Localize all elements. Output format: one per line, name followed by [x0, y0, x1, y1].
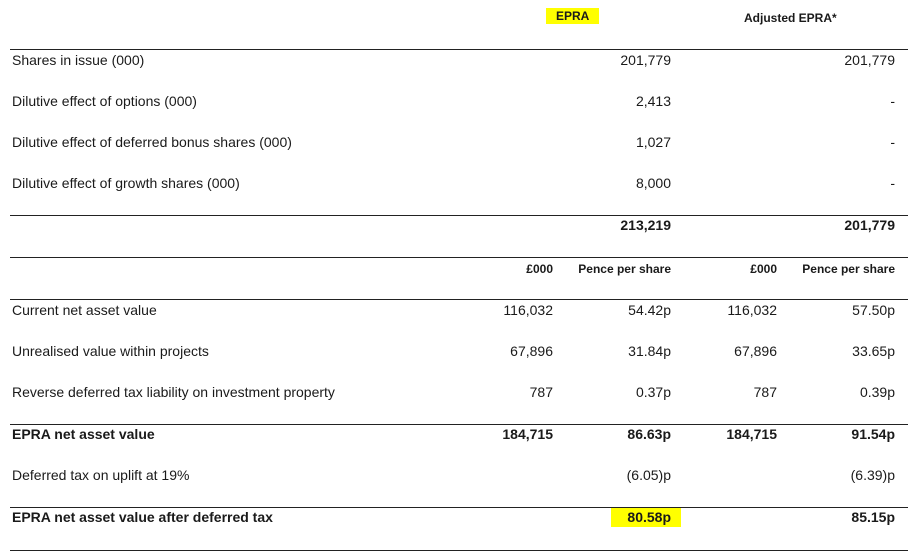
shares-row-adjusted: 201,779 — [844, 52, 895, 68]
shares-row-adjusted: - — [890, 93, 895, 109]
deferred-tax-pps-adjusted: (6.39)p — [850, 467, 895, 483]
epra-nav-after-tax-pps-epra: 80.58p — [627, 509, 671, 525]
shares-row-epra: 201,779 — [620, 52, 671, 68]
shares-row-label: Dilutive effect of growth shares (000) — [12, 175, 240, 191]
nav-header-pps-adjusted: Pence per share — [802, 262, 895, 276]
nav-row-pps-adjusted: 33.65p — [852, 343, 895, 359]
deferred-tax-pps-epra: (6.05)p — [626, 467, 671, 483]
epra-nav-pps-epra: 86.63p — [627, 426, 671, 442]
shares-row-epra: 1,027 — [635, 134, 671, 150]
nav-row-pps-epra: 54.42p — [628, 302, 671, 318]
after-tax-rule — [10, 507, 908, 508]
nav-row-gbp-epra: 787 — [529, 384, 553, 400]
nav-row-label: Reverse deferred tax liability on invest… — [12, 384, 335, 400]
nav-row-gbp-adjusted: 116,032 — [727, 302, 777, 318]
shares-total-rule — [10, 215, 908, 216]
epra-nav-label: EPRA net asset value — [12, 426, 155, 442]
shares-row-epra: 2,413 — [635, 93, 671, 109]
nav-row-label: Unrealised value within projects — [12, 343, 209, 359]
shares-row-label: Shares in issue (000) — [12, 52, 145, 68]
epra-nav-pps-adjusted: 91.54p — [851, 426, 895, 442]
shares-total-adjusted: 201,779 — [844, 217, 895, 233]
nav-row-label: Current net asset value — [12, 302, 157, 318]
shares-row-adjusted: - — [890, 134, 895, 150]
bottom-rule — [10, 550, 908, 551]
epra-column-header: EPRA — [546, 8, 600, 24]
epra-nav-after-tax-pps-epra-highlight — [611, 508, 681, 527]
shares-row-label: Dilutive effect of options (000) — [12, 93, 197, 109]
top-rule — [10, 49, 908, 50]
nav-section-rule — [10, 257, 908, 258]
nav-row-pps-adjusted: 0.39p — [859, 384, 895, 400]
nav-header-gbp-adjusted: £000 — [750, 262, 777, 276]
epra-nav-after-tax-pps-adjusted: 85.15p — [851, 509, 895, 525]
epra-nav-gbp-adjusted: 184,715 — [726, 426, 777, 442]
epra-nav-after-tax-label: EPRA net asset value after deferred tax — [12, 509, 273, 525]
shares-row-adjusted: - — [890, 175, 895, 191]
nav-row-pps-epra: 0.37p — [635, 384, 671, 400]
nav-row-gbp-epra: 116,032 — [503, 302, 553, 318]
epra-header-highlight: EPRA — [546, 8, 600, 24]
shares-row-epra: 8,000 — [635, 175, 671, 191]
epra-nav-rule — [10, 424, 908, 425]
epra-nav-gbp-epra: 184,715 — [502, 426, 553, 442]
nav-header-rule — [10, 299, 908, 300]
nav-row-gbp-epra: 67,896 — [510, 343, 553, 359]
nav-row-pps-adjusted: 57.50p — [852, 302, 895, 318]
nav-header-pps-epra: Pence per share — [578, 262, 671, 276]
nav-row-gbp-adjusted: 67,896 — [734, 343, 777, 359]
deferred-tax-label: Deferred tax on uplift at 19% — [12, 467, 190, 483]
nav-header-gbp-epra: £000 — [526, 262, 553, 276]
shares-total-epra: 213,219 — [620, 217, 671, 233]
shares-row-label: Dilutive effect of deferred bonus shares… — [12, 134, 292, 150]
nav-row-gbp-adjusted: 787 — [753, 384, 777, 400]
adjusted-epra-column-header: Adjusted EPRA* — [744, 11, 837, 25]
nav-row-pps-epra: 31.84p — [628, 343, 671, 359]
